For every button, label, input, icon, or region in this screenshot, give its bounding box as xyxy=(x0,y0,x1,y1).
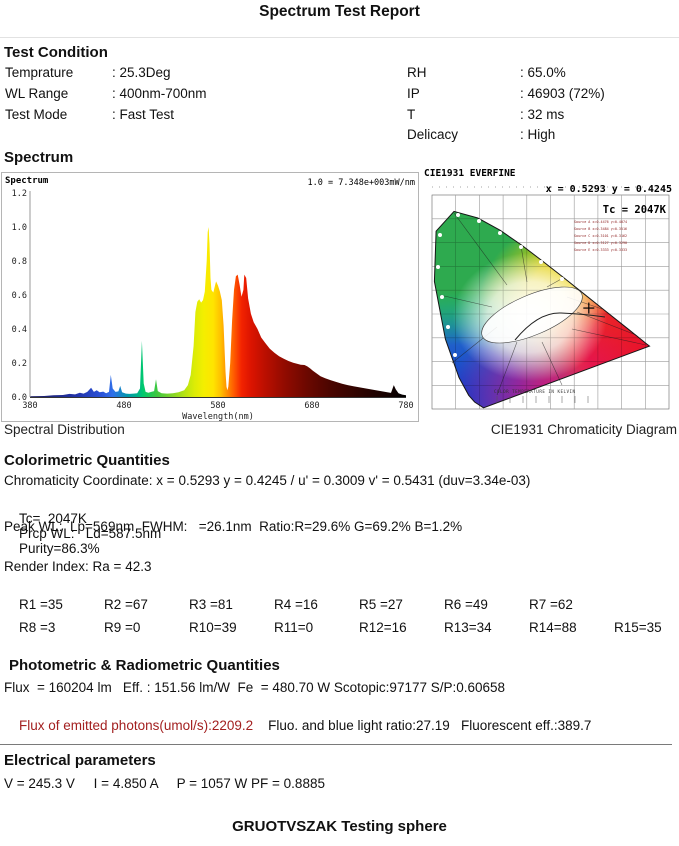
tc-value: Tc= 2047K xyxy=(19,511,87,526)
cie-planckian-locus xyxy=(514,312,606,341)
r-value: R12=16 xyxy=(359,620,407,635)
x-tick-label: 680 xyxy=(304,401,319,411)
x-tick-label: 380 xyxy=(22,401,37,411)
r-value: R1 =35 xyxy=(19,597,63,612)
r-value: R2 =67 xyxy=(104,597,148,612)
scale-label: 1.0 = 7.348e+003mW/nm xyxy=(308,178,415,188)
footer-text: GRUOTVSZAK Testing sphere xyxy=(232,818,447,835)
caption-cie-diagram: CIE1931 Chromaticity Diagram xyxy=(490,422,677,437)
cie-title: CIE1931 EVERFINE xyxy=(424,168,516,179)
r-value: R3 =81 xyxy=(189,597,233,612)
tc-label: Temprature xyxy=(5,65,74,80)
tc-value: : High xyxy=(520,127,556,142)
cie-coordinate-label: x = 0.5293 y = 0.4245 xyxy=(546,184,672,195)
tc-value: : 400nm-700nm xyxy=(112,86,207,101)
spectrum-curve xyxy=(30,227,406,397)
photometric-line-2: Flux of emitted photons(umol/s):2209.2 F… xyxy=(4,703,591,748)
cie-white-region xyxy=(481,286,583,344)
cie-diagram-panel: Source A x=0.4476 y=0.4074 Source B x=0.… xyxy=(422,167,679,420)
r-value: R14=88 xyxy=(529,620,577,635)
tc-label: Test Mode xyxy=(5,107,68,122)
divider-electrical xyxy=(0,744,672,745)
cie-tc-label: Tc = 2047K xyxy=(603,204,667,216)
section-heading-colorimetric: Colorimetric Quantities xyxy=(4,452,170,469)
tc-label: WL Range xyxy=(5,86,69,101)
x-axis-label: Wavelength(nm) xyxy=(182,412,254,421)
r-value: R15=35 xyxy=(614,620,662,635)
tc-label: RH xyxy=(407,65,427,80)
y-tick-label: 1.0 xyxy=(12,223,27,233)
section-heading-test-condition: Test Condition xyxy=(4,44,108,61)
r-value: R13=34 xyxy=(444,620,492,635)
r-value: R7 =62 xyxy=(529,597,573,612)
y-tick-label: 1.2 xyxy=(12,189,27,199)
spectrum-chart-panel: 0.0 0.2 0.4 0.6 0.8 1.0 1.2 380 480 580 680 780 Wave… xyxy=(1,172,419,422)
divider-top xyxy=(0,37,679,38)
section-heading-spectrum: Spectrum xyxy=(4,149,74,166)
x-tick-label: 580 xyxy=(210,401,225,411)
tc-label: T xyxy=(407,107,416,122)
r-value: R11=0 xyxy=(274,620,314,635)
tc-value: : 46903 (72%) xyxy=(520,86,605,101)
tc-prcp-purity-line: Tc= 2047K Prcp WL: Ld=587.5nm Purity=86.… xyxy=(4,496,664,571)
tc-value: : Fast Test xyxy=(112,107,175,122)
r-value: R10=39 xyxy=(189,620,237,635)
r-value: R9 =0 xyxy=(104,620,141,635)
caption-spectral-distribution: Spectral Distribution xyxy=(4,422,125,437)
cie-cct-ticks xyxy=(496,396,589,403)
x-tick-label: 780 xyxy=(398,401,413,411)
purity-value: Purity=86.3% xyxy=(19,541,100,556)
chromaticity-coordinate-line: Chromaticity Coordinate: x = 0.5293 y = … xyxy=(4,473,531,488)
tc-value: : 32 ms xyxy=(520,107,565,122)
photometric-line-1: Flux = 160204 lm Eff. : 151.56 lm/W Fe =… xyxy=(4,680,506,695)
tc-value: : 65.0% xyxy=(520,65,566,80)
prcp-wl-value: Prcp WL: Ld=587.5nm xyxy=(19,526,162,541)
render-index-heading: Render Index: Ra = 42.3 xyxy=(4,559,152,574)
chart-title: Spectrum xyxy=(5,176,49,186)
y-tick-label: 0.4 xyxy=(12,325,27,335)
photon-flux-red-text: Flux of emitted photons(umol/s):2209.2 xyxy=(19,718,254,733)
cie-wavelength-dots xyxy=(436,213,564,357)
y-tick-label: 0.0 xyxy=(12,393,27,403)
section-heading-photometric: Photometric & Radiometric Quantities xyxy=(9,657,280,674)
r-value: R4 =16 xyxy=(274,597,318,612)
r-value: R8 =3 xyxy=(19,620,56,635)
section-heading-electrical: Electrical parameters xyxy=(4,752,156,769)
cie-measured-point xyxy=(583,302,595,314)
y-tick-label: 0.8 xyxy=(12,257,27,267)
y-tick-label: 0.6 xyxy=(12,291,27,301)
tc-label: IP xyxy=(407,86,420,101)
tc-value: : 25.3Deg xyxy=(112,65,171,80)
peak-wl-line: Peak WL: Lp=569nm FWHM: =26.1nm Ratio:R=… xyxy=(4,519,463,534)
r-value: R6 =49 xyxy=(444,597,488,612)
page-title: Spectrum Test Report xyxy=(259,3,420,20)
render-index-row-2: R8 =3 R9 =0 R10=39 R11=0 R12=16 R13=34 R14=88 R… xyxy=(4,605,679,650)
x-tick-label: 480 xyxy=(116,401,131,411)
svg-text:Source E x=0.3333 y=0.3333: Source E x=0.3333 y=0.3333 xyxy=(574,248,627,252)
cie-cct-scale-label: COLOR TEMPERATURE IN KELVIN xyxy=(494,389,576,394)
cie-spectral-locus xyxy=(433,210,651,409)
svg-text:Source C x=0.3101 y=0.3162: Source C x=0.3101 y=0.3162 xyxy=(574,234,627,238)
tc-label: Delicacy xyxy=(407,127,459,142)
y-tick-label: 0.2 xyxy=(12,359,27,369)
spectrum-chart: 0.0 0.2 0.4 0.6 0.8 1.0 1.2 380 480 580 680 780 Wave… xyxy=(5,176,415,422)
cie-region-lines xyxy=(439,212,647,396)
svg-text:Source D x=0.3127 y=0.3290: Source D x=0.3127 y=0.3290 xyxy=(574,241,627,245)
fluo-ratio-text: Fluo. and blue light ratio:27.19 Fluores… xyxy=(253,718,592,733)
svg-text:Source B x=0.3484 y=0.3516: Source B x=0.3484 y=0.3516 xyxy=(574,227,627,231)
cie1931-diagram: Source A x=0.4476 y=0.4074 Source B x=0.… xyxy=(424,168,672,410)
cie-source-annotations: Source A x=0.4476 y=0.4074 Source B x=0.… xyxy=(574,220,627,252)
r-value: R5 =27 xyxy=(359,597,403,612)
svg-text:Source A x=0.4476 y=0.4074: Source A x=0.4476 y=0.4074 xyxy=(574,220,627,224)
render-index-row-1: R1 =35 R2 =67 R3 =81 R4 =16 R5 =27 R6 =49 R7 =… xyxy=(4,582,614,627)
electrical-line-1: V = 245.3 V I = 4.850 A P = 1057 W PF = … xyxy=(4,776,325,791)
